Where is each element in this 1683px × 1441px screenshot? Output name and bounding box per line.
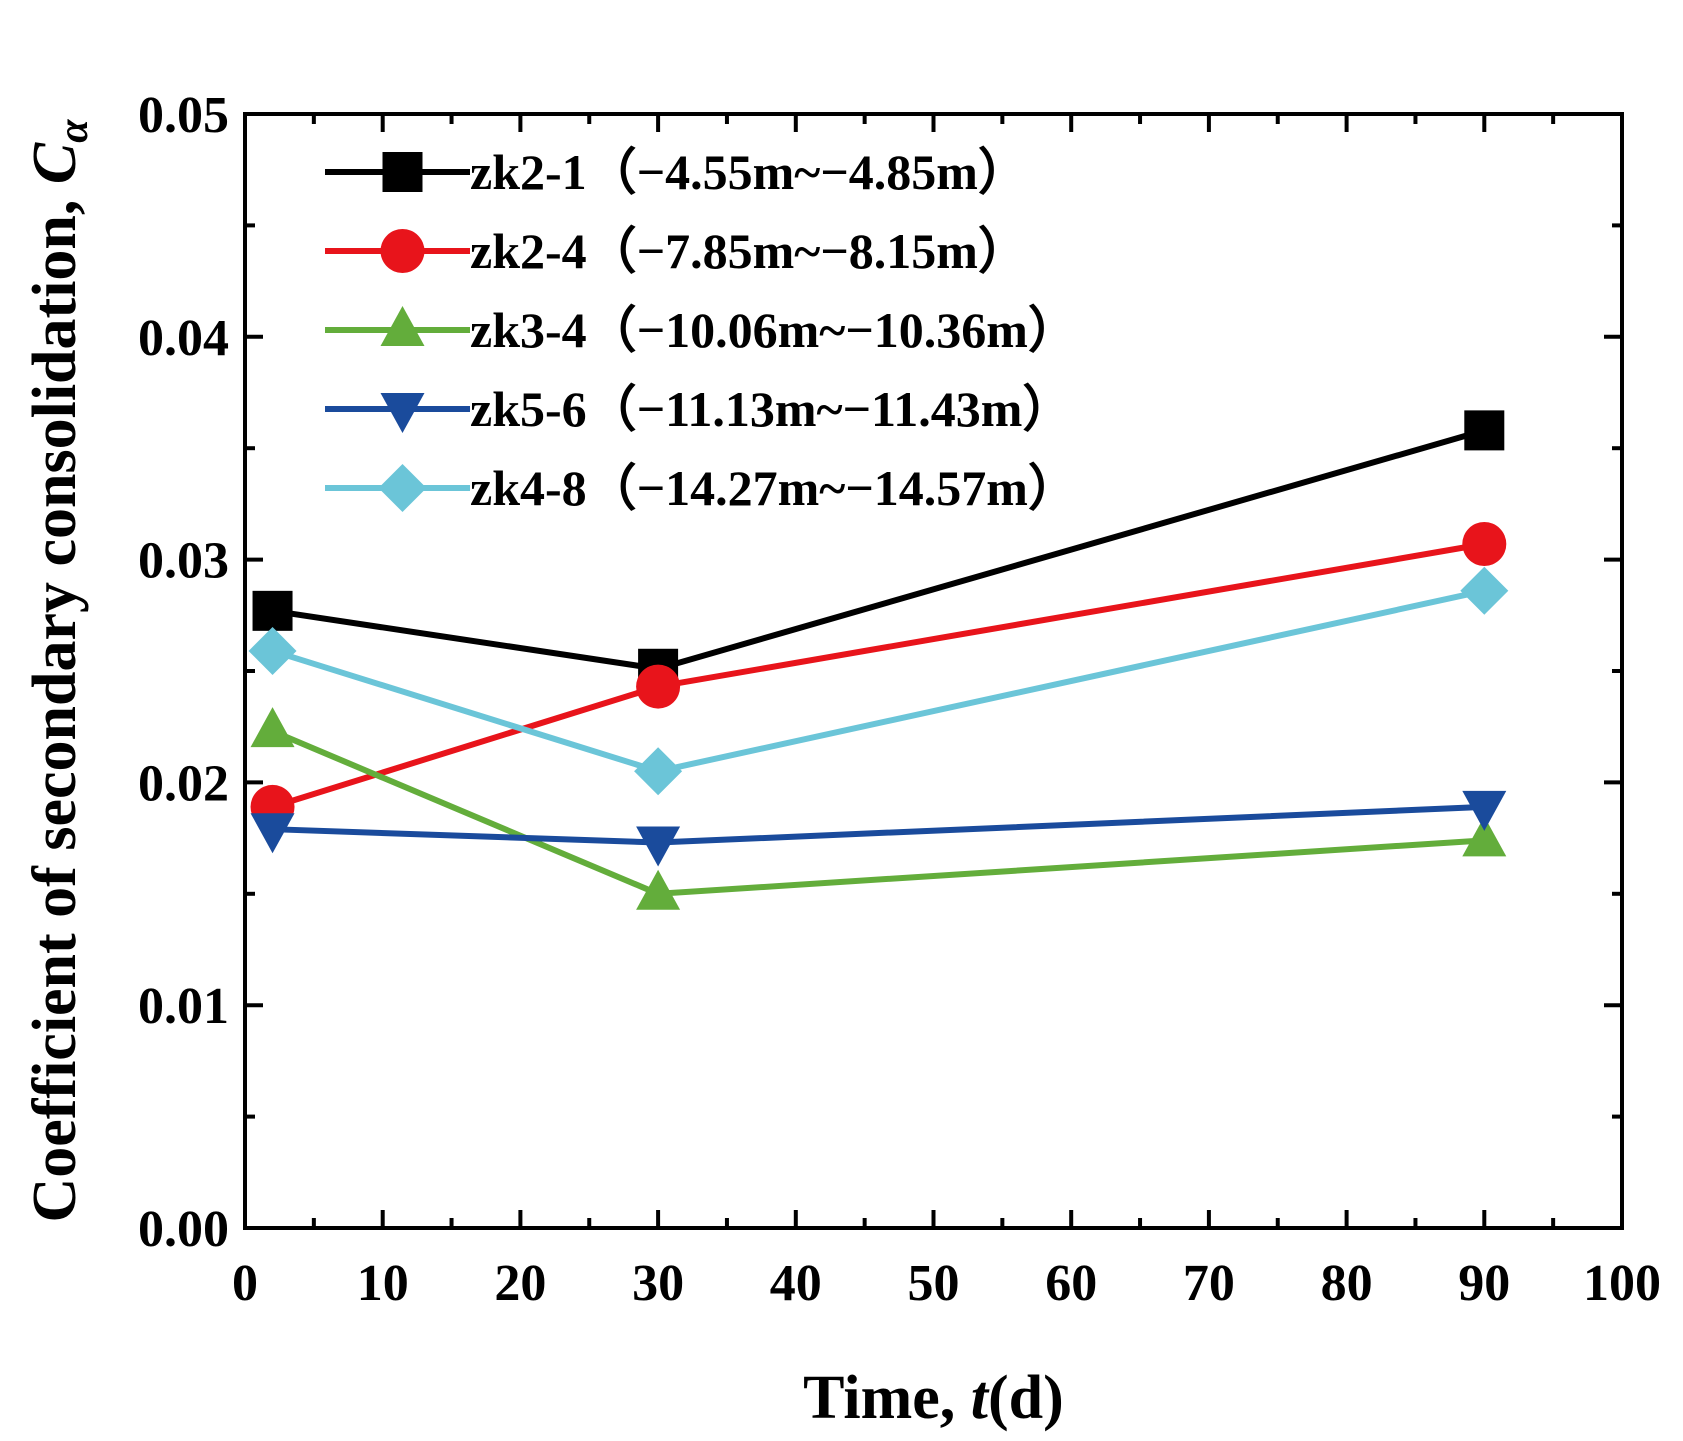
data-point bbox=[1462, 816, 1507, 857]
series-zk5-6 bbox=[250, 790, 1507, 867]
legend-label: zk4-8（−14.27m~−14.57m） bbox=[470, 460, 1078, 516]
data-point bbox=[252, 590, 293, 631]
x-tick-label: 90 bbox=[1458, 1255, 1510, 1312]
data-point bbox=[636, 664, 681, 709]
series-line bbox=[272, 803, 1485, 846]
legend-entry: zk3-4（−10.06m~−10.36m） bbox=[325, 302, 1078, 358]
data-point bbox=[248, 626, 297, 675]
plot-frame bbox=[243, 112, 1624, 1230]
x-tick-label: 60 bbox=[1045, 1255, 1097, 1312]
data-point bbox=[634, 747, 683, 796]
series-zk2-4 bbox=[250, 522, 1507, 829]
legend-entry: zk5-6（−11.13m~−11.43m） bbox=[325, 381, 1072, 437]
series-line bbox=[271, 587, 1485, 775]
y-tick-label: 0.00 bbox=[138, 1201, 229, 1258]
data-point bbox=[1460, 566, 1509, 615]
series-layer bbox=[248, 410, 1509, 910]
series-zk3-4 bbox=[250, 707, 1507, 910]
x-tick-label: 100 bbox=[1583, 1255, 1661, 1312]
legend-marker bbox=[380, 306, 425, 346]
y-tick-label: 0.03 bbox=[138, 533, 229, 590]
x-tick-label: 10 bbox=[357, 1255, 409, 1312]
legend-entry: zk2-4（−7.85m~−8.15m） bbox=[325, 223, 1028, 279]
legend-label: zk3-4（−10.06m~−10.36m） bbox=[470, 302, 1078, 358]
legend-marker bbox=[380, 393, 425, 433]
x-tick-label: 40 bbox=[770, 1255, 822, 1312]
x-tick-label: 50 bbox=[908, 1255, 960, 1312]
legend-marker bbox=[382, 152, 423, 192]
x-tick-label: 0 bbox=[232, 1255, 258, 1312]
legend-entry: zk4-8（−14.27m~−14.57m） bbox=[325, 460, 1078, 516]
data-point bbox=[636, 826, 681, 867]
data-point bbox=[1462, 522, 1507, 567]
y-tick-label: 0.02 bbox=[138, 755, 229, 812]
series-zk4-8 bbox=[248, 566, 1509, 796]
legend: zk2-1（−4.55m~−4.85m） zk2-4（−7.85m~−8.15m）… bbox=[325, 144, 1078, 516]
x-axis-title: Time, t(d) bbox=[803, 1364, 1064, 1432]
legend-label: zk2-4（−7.85m~−8.15m） bbox=[470, 223, 1028, 279]
y-axis-title: Coefficient of secondary consolidation, … bbox=[21, 119, 97, 1223]
data-point bbox=[636, 869, 681, 910]
x-tick-label: 20 bbox=[494, 1255, 546, 1312]
x-tick-label: 80 bbox=[1321, 1255, 1373, 1312]
data-point bbox=[1464, 410, 1505, 451]
legend-label: zk5-6（−11.13m~−11.43m） bbox=[470, 381, 1072, 437]
y-tick-label: 0.01 bbox=[138, 978, 229, 1035]
y-tick-label: 0.05 bbox=[138, 87, 229, 144]
x-tick-label: 70 bbox=[1183, 1255, 1235, 1312]
data-point bbox=[1462, 790, 1507, 831]
data-point bbox=[250, 813, 295, 854]
legend-marker bbox=[380, 229, 425, 273]
x-tick-label: 30 bbox=[632, 1255, 684, 1312]
legend-marker bbox=[378, 464, 427, 512]
y-tick-label: 0.04 bbox=[138, 310, 229, 367]
legend-entry: zk2-1（−4.55m~−4.85m） bbox=[325, 144, 1028, 200]
data-point bbox=[250, 707, 295, 748]
legend-label: zk2-1（−4.55m~−4.85m） bbox=[470, 144, 1028, 200]
series-line bbox=[271, 541, 1485, 810]
ticks-layer: 0 10 20 30 40 50 60 70 80 90 100 0.00 0.01 0.02 0.03 0.… bbox=[138, 87, 1661, 1312]
